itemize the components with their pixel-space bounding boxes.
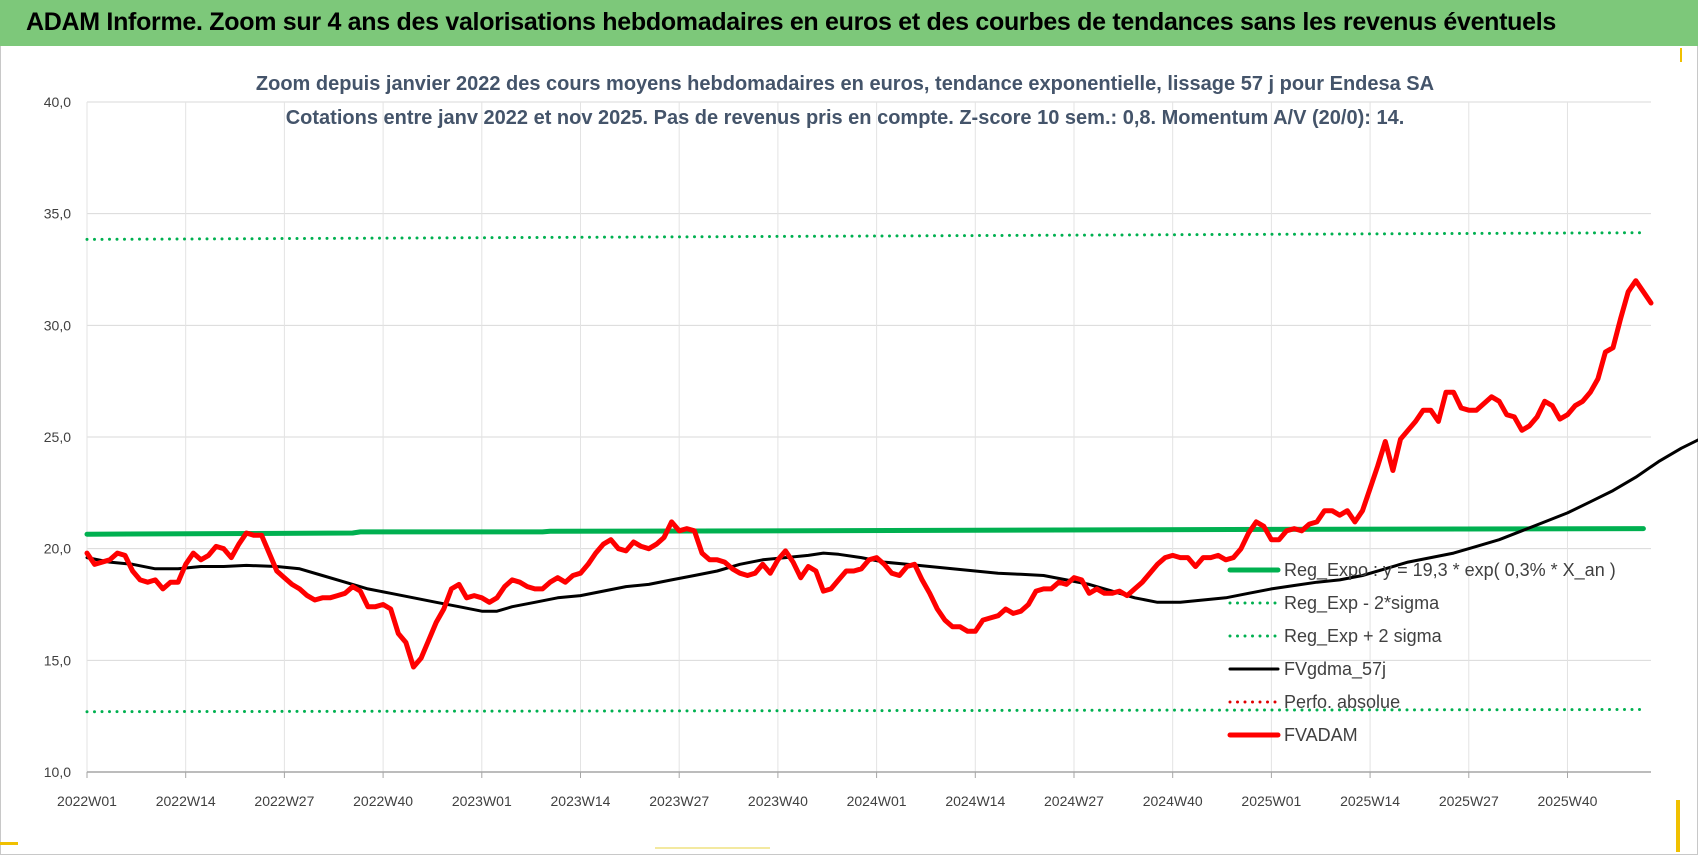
legend-label: Reg_Expo : y = 19,3 * exp( 0,3% * X_an ) <box>1284 560 1616 581</box>
legend-label: FVgdma_57j <box>1284 659 1386 680</box>
x-tick-label: 2024W14 <box>945 793 1005 809</box>
series-line <box>85 708 1645 714</box>
y-tick-label: 10,0 <box>44 764 71 780</box>
frame-corner-bottom-left <box>0 842 18 845</box>
x-tick-label: 2023W01 <box>452 793 512 809</box>
x-tick-label: 2025W40 <box>1538 793 1598 809</box>
x-tick-label: 2024W40 <box>1143 793 1203 809</box>
series-group <box>84 231 1698 714</box>
legend-label: FVADAM <box>1284 725 1358 745</box>
x-tick-label: 2024W01 <box>847 793 907 809</box>
x-tick-label: 2025W27 <box>1439 793 1499 809</box>
x-axis: 2022W01 2022W14 2022W27 2022W40 2023W01 2023W… <box>57 793 1598 809</box>
series-line <box>84 526 1646 537</box>
y-tick-label: 25,0 <box>44 429 71 445</box>
y-tick-label: 35,0 <box>44 206 71 222</box>
y-tick-label: 15,0 <box>44 652 71 668</box>
legend: Reg_Expo : y = 19,3 * exp( 0,3% * X_an )… <box>1227 560 1616 745</box>
legend-label: Perfo. absolue <box>1284 692 1400 712</box>
x-tick-label: 2022W01 <box>57 793 117 809</box>
x-tick-label: 2022W27 <box>254 793 314 809</box>
x-tick-label: 2023W14 <box>551 793 611 809</box>
frame-corner-bottom-right <box>1676 800 1680 852</box>
legend-label: Reg_Exp + 2 sigma <box>1284 626 1443 647</box>
chart-subtitle-line-1: Zoom depuis janvier 2022 des cours moyen… <box>256 73 1434 95</box>
chart-grid <box>86 101 1651 778</box>
chart-subtitle-line-2: Cotations entre janv 2022 et nov 2025. P… <box>286 107 1405 129</box>
frame-bottom-mark <box>655 847 770 849</box>
series-line <box>85 438 1698 613</box>
x-tick-label: 2023W27 <box>649 793 709 809</box>
page-title: ADAM Informe. Zoom sur 4 ans des valoris… <box>26 8 1556 36</box>
y-axis: 10,0 15,0 20,0 25,0 30,0 35,0 40,0 <box>44 94 71 780</box>
x-tick-label: 2022W40 <box>353 793 413 809</box>
y-tick-label: 40,0 <box>44 94 71 110</box>
series-line <box>84 278 1654 670</box>
y-tick-label: 20,0 <box>44 541 71 557</box>
x-tick-label: 2025W01 <box>1241 793 1301 809</box>
legend-label: Reg_Exp - 2*sigma <box>1284 593 1440 614</box>
title-banner: ADAM Informe. Zoom sur 4 ans des valoris… <box>0 0 1698 46</box>
x-tick-label: 2023W40 <box>748 793 808 809</box>
series-line <box>85 231 1645 241</box>
x-tick-label: 2025W14 <box>1340 793 1400 809</box>
frame-corner-top-right <box>1680 48 1696 62</box>
y-tick-label: 30,0 <box>44 317 71 333</box>
x-tick-label: 2022W14 <box>156 793 216 809</box>
x-tick-label: 2024W27 <box>1044 793 1104 809</box>
